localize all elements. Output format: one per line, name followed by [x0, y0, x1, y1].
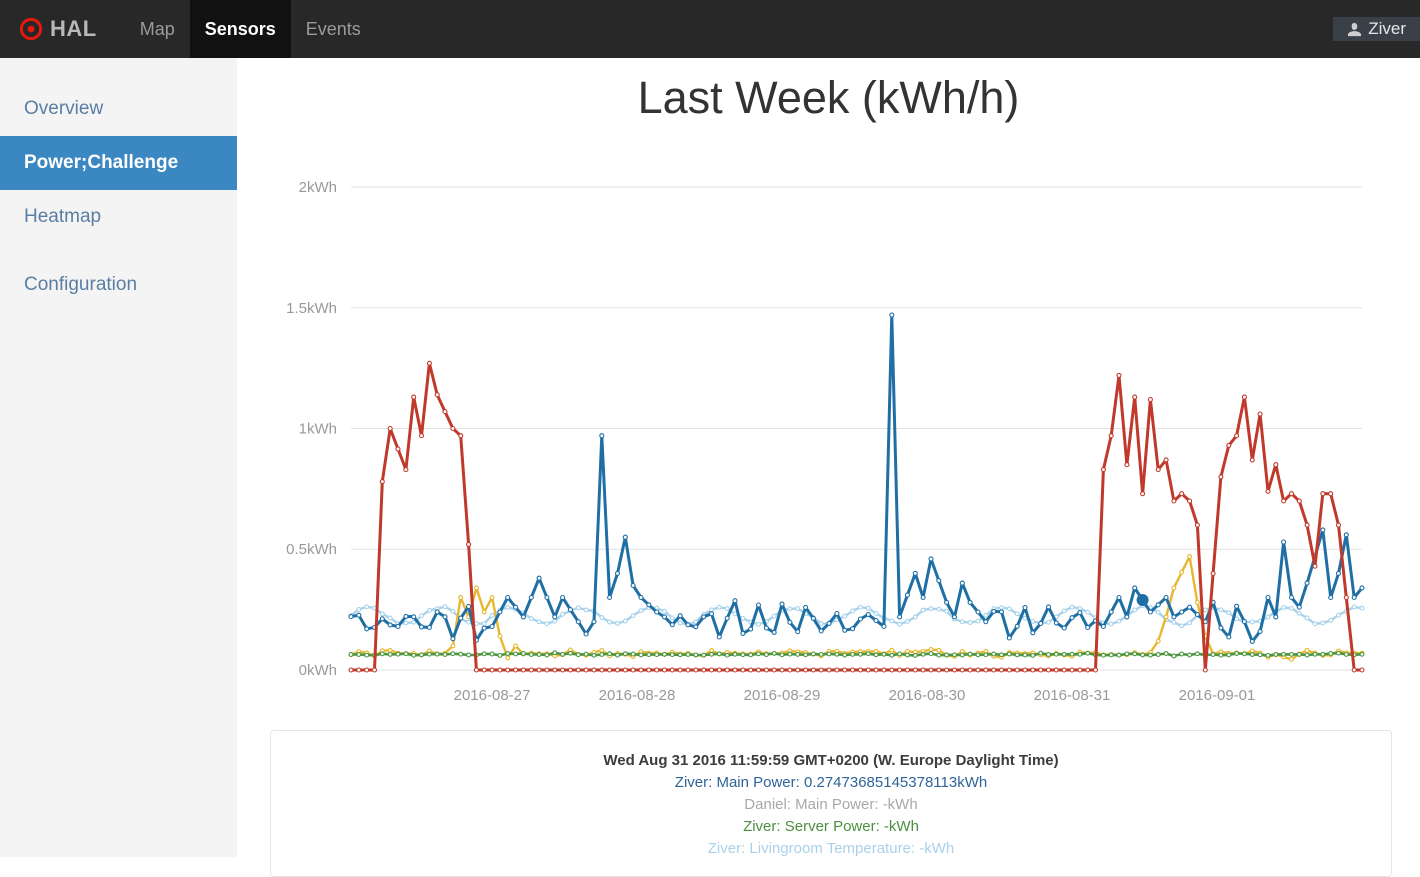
svg-text:2016-09-01: 2016-09-01 [1179, 687, 1256, 704]
svg-text:2016-08-31: 2016-08-31 [1034, 687, 1111, 704]
svg-text:0kWh: 0kWh [299, 662, 337, 679]
svg-text:2016-08-29: 2016-08-29 [744, 687, 821, 704]
svg-text:0.5kWh: 0.5kWh [286, 541, 337, 558]
svg-text:2016-08-30: 2016-08-30 [889, 687, 966, 704]
svg-text:2016-08-27: 2016-08-27 [454, 687, 531, 704]
svg-text:1.5kWh: 1.5kWh [286, 300, 337, 317]
svg-text:2016-08-28: 2016-08-28 [599, 687, 676, 704]
svg-text:1kWh: 1kWh [299, 421, 337, 438]
svg-text:2kWh: 2kWh [299, 179, 337, 196]
